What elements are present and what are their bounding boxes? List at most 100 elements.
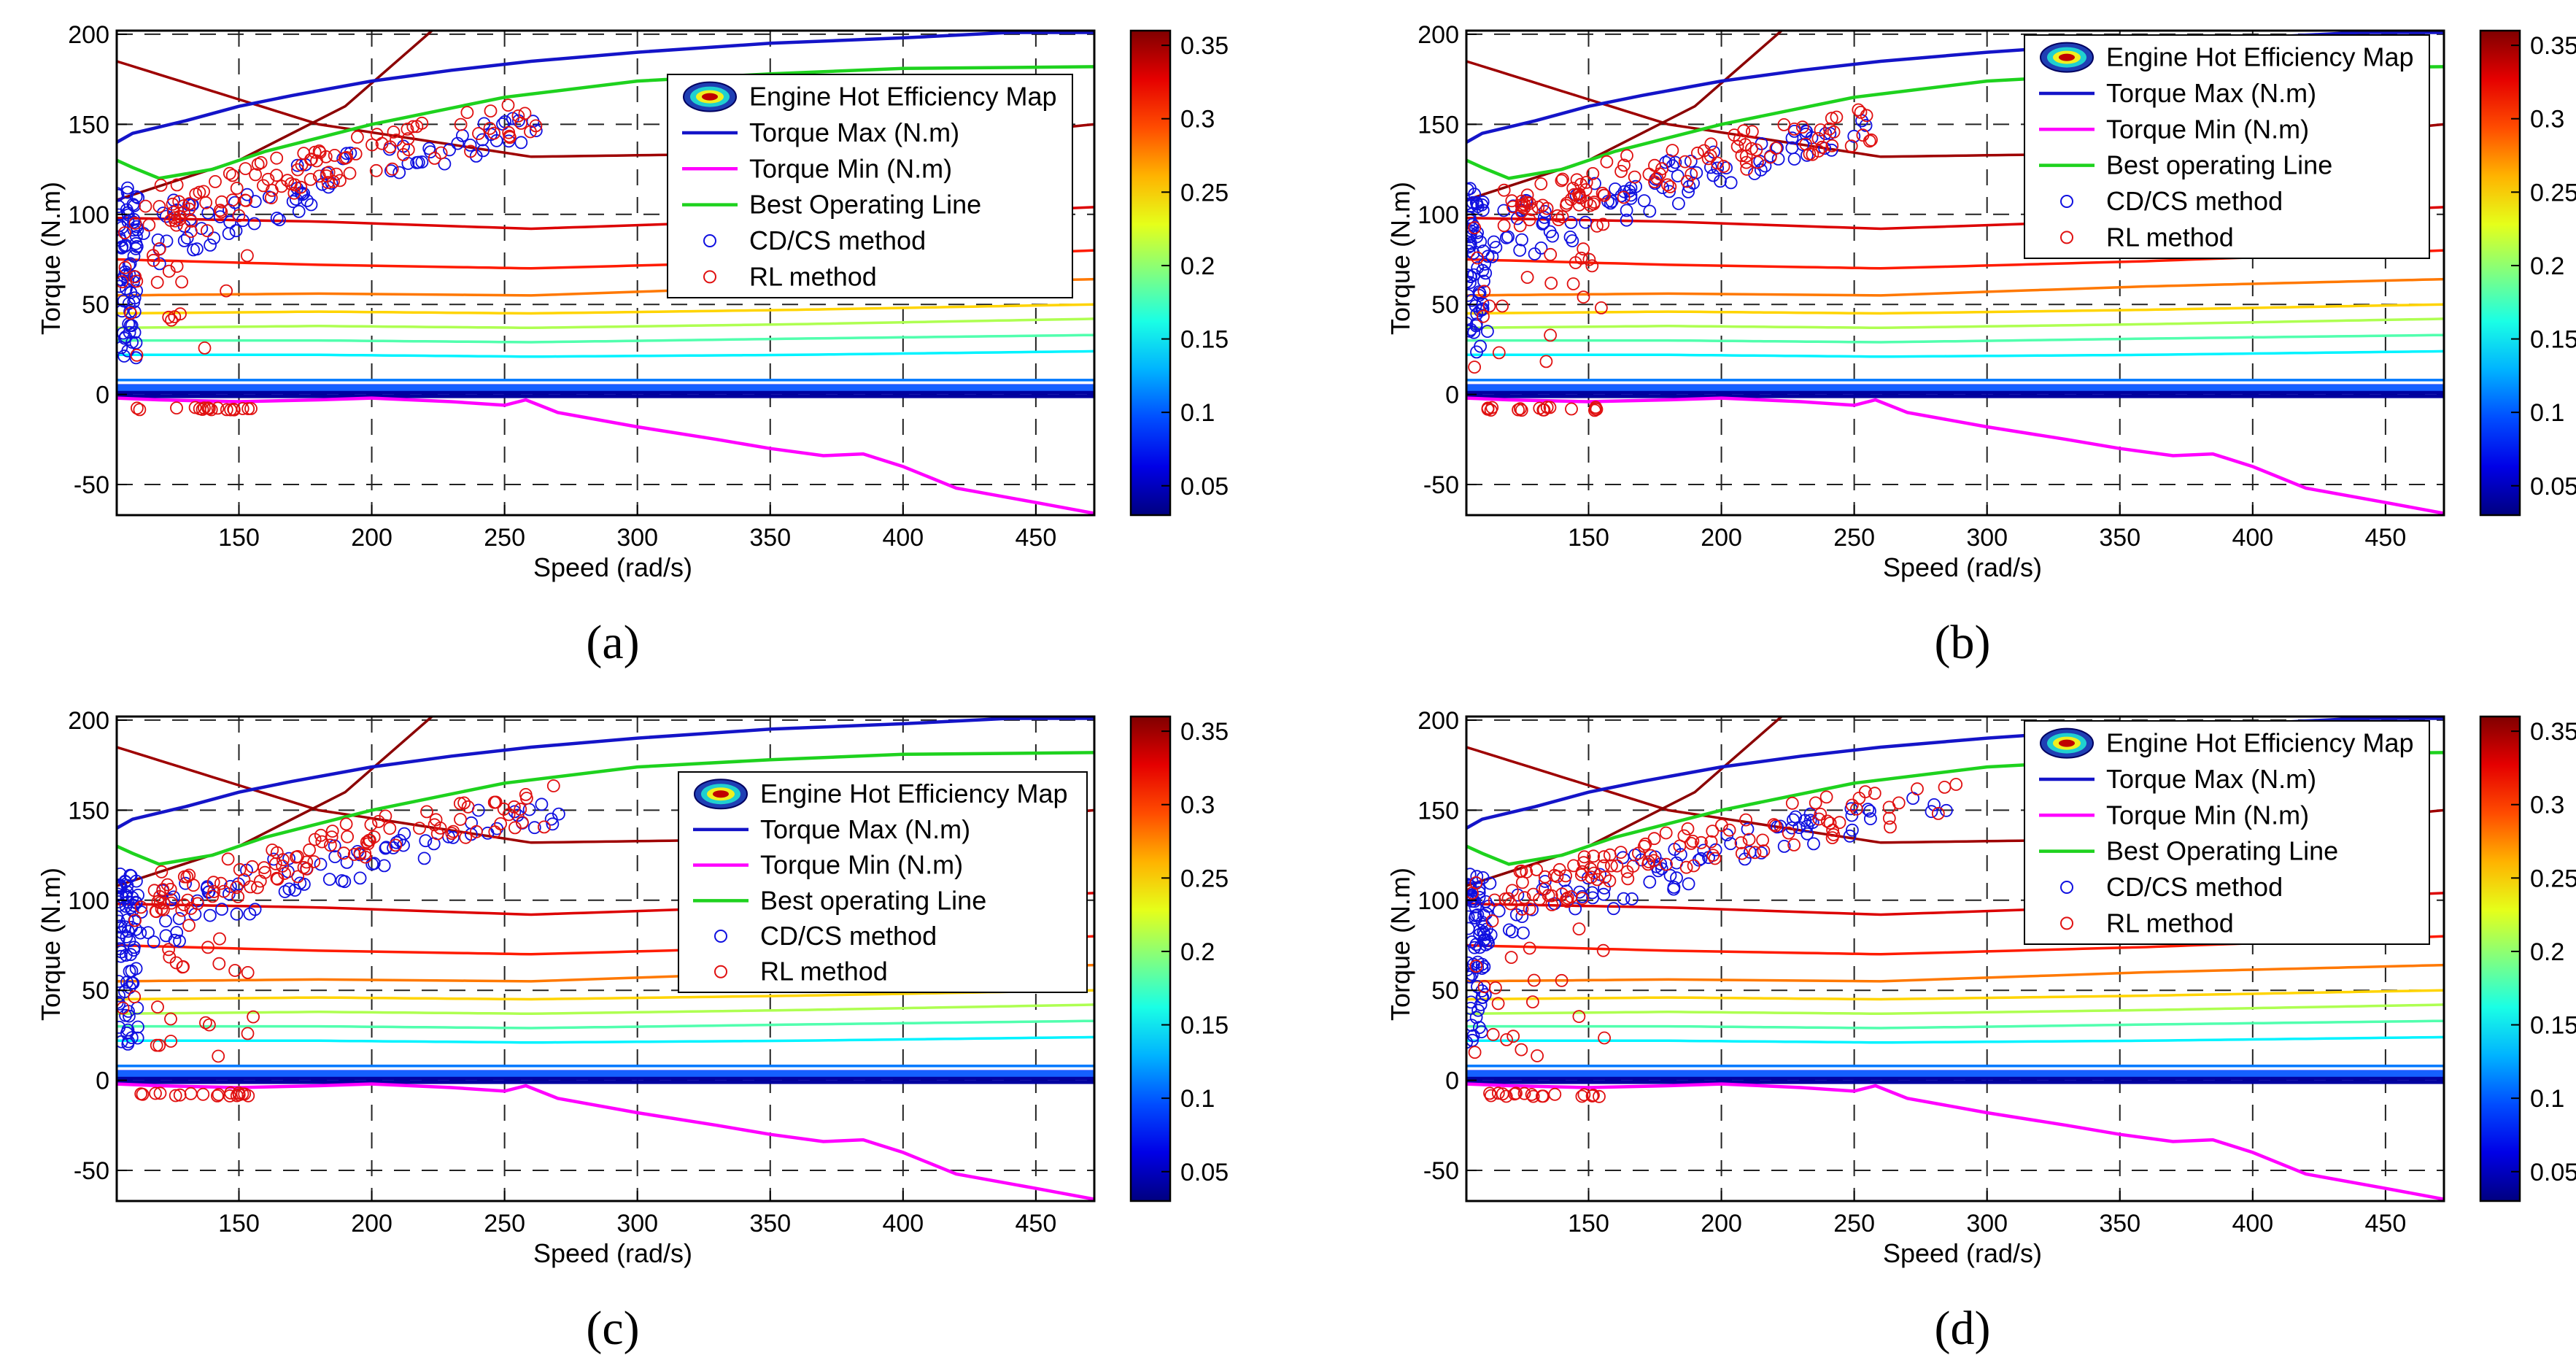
x-tick-label: 450 [1016, 1210, 1057, 1237]
cdcs-point [118, 239, 132, 253]
cdcs-point [1469, 319, 1483, 333]
rl-point [1555, 172, 1569, 186]
cdcs-point [248, 195, 262, 209]
rl-point [358, 846, 372, 860]
legend: Engine Hot Efficiency Map Torque Max (N.m… [667, 74, 1073, 298]
cdcs-point [1706, 169, 1720, 182]
rl-point [175, 903, 189, 917]
rl-point [225, 169, 239, 182]
rl-point [117, 226, 131, 240]
rl-point [413, 822, 426, 835]
rl-point [270, 169, 283, 182]
rl-point [258, 865, 272, 879]
cdcs-point [152, 257, 166, 271]
colorbar-gradient [1129, 715, 1172, 1202]
rl-point [1795, 120, 1809, 134]
rl-point [323, 838, 337, 852]
cdcs-point [1859, 118, 1873, 132]
rl-point [177, 960, 190, 973]
cdcs-point [247, 217, 261, 231]
legend-entry-label: Torque Max (N.m) [749, 117, 959, 147]
rl-point [303, 843, 317, 857]
legend-entry-label: Engine Hot Efficiency Map [749, 82, 1057, 112]
rl-point [312, 169, 326, 183]
rl-point [198, 341, 212, 355]
y-tick-label: 0 [1445, 382, 1459, 409]
rl-point [337, 846, 351, 860]
rl-point [1477, 285, 1491, 298]
rl-point [118, 260, 132, 274]
cdcs-point [1847, 129, 1861, 143]
rl-point [1600, 155, 1614, 169]
rl-point [1586, 166, 1600, 180]
rl-point [213, 932, 226, 946]
rl-point [1539, 355, 1553, 368]
rl-point [166, 197, 179, 211]
rl-point [1620, 149, 1633, 163]
rl-point [460, 106, 474, 120]
cdcs-point [1497, 204, 1511, 217]
rl-point [1863, 134, 1876, 148]
y-tick-label: 50 [82, 291, 109, 319]
legend-marker-swatch [2060, 231, 2073, 244]
colorbar: 0.05 0.1 0.15 0.2 0.25 0.3 0.35 [2479, 715, 2576, 1202]
y-tick-label: 150 [1417, 797, 1459, 825]
cdcs-point [117, 890, 129, 904]
rl-point [401, 143, 415, 157]
rl-point [1505, 194, 1519, 208]
cdcs-point [1655, 862, 1668, 876]
y-tick-label: 100 [1417, 887, 1459, 915]
rl-point [1488, 981, 1502, 995]
legend: Engine Hot Efficiency Map Torque Max (N.m… [2024, 34, 2430, 259]
rl-point [1704, 835, 1718, 849]
rl-point [206, 876, 220, 889]
cdcs-point [1643, 875, 1657, 889]
rl-point [266, 843, 279, 857]
rl-point [184, 225, 198, 239]
chart-panel-c: 150 200 250 300 350 400 450 -50 0 50 100 150 200 Spee… [36, 707, 1229, 1355]
rl-point [1482, 299, 1496, 313]
rl-point [1628, 170, 1641, 184]
cdcs-point [1471, 980, 1484, 994]
cdcs-point [1845, 808, 1859, 822]
legend-map-icon [713, 790, 729, 798]
rl-point [1596, 943, 1610, 957]
rl-point [529, 119, 543, 133]
rl-point [433, 822, 447, 835]
colorbar-tick-label: 0.3 [2530, 106, 2564, 134]
rl-point [197, 185, 211, 198]
colorbar-tick-label: 0.2 [1180, 938, 1215, 966]
rl-point [1542, 889, 1555, 903]
rl-point [224, 403, 238, 417]
rl-point [1577, 290, 1590, 304]
rl-point [1911, 782, 1924, 796]
cdcs-point [1482, 936, 1495, 950]
y-tick-label: 0 [1445, 1067, 1459, 1095]
rl-point [200, 224, 214, 238]
legend: Engine Hot Efficiency Map Torque Max (N.m… [2024, 720, 2430, 945]
efficiency-contour-peak [117, 31, 434, 201]
x-tick-label: 200 [351, 1210, 392, 1237]
colorbar-tick-label: 0.1 [1180, 1085, 1215, 1113]
colorbar-tick-label: 0.25 [2530, 865, 2576, 892]
rl-point [1882, 811, 1896, 825]
legend-entry-label: RL method [760, 957, 888, 986]
cdcs-point [1485, 250, 1499, 263]
rl-point [1555, 174, 1569, 188]
y-tick-label: 200 [1417, 707, 1459, 735]
torque-min-line [117, 396, 1094, 515]
cdcs-point [1606, 902, 1620, 916]
colorbar-tick-label: 0.05 [2530, 1159, 2576, 1186]
rl-point [1697, 144, 1711, 158]
rl-point [150, 1038, 163, 1052]
cdcs-point [1586, 891, 1600, 905]
cdcs-point [1466, 293, 1479, 307]
legend-entry-label: Engine Hot Efficiency Map [2106, 42, 2414, 72]
rl-point [365, 138, 379, 152]
rl-point [1587, 196, 1601, 209]
cdcs-point [1466, 1002, 1477, 1015]
rl-point [1491, 997, 1505, 1011]
rl-point [1555, 210, 1569, 224]
cdcs-point [270, 212, 284, 225]
